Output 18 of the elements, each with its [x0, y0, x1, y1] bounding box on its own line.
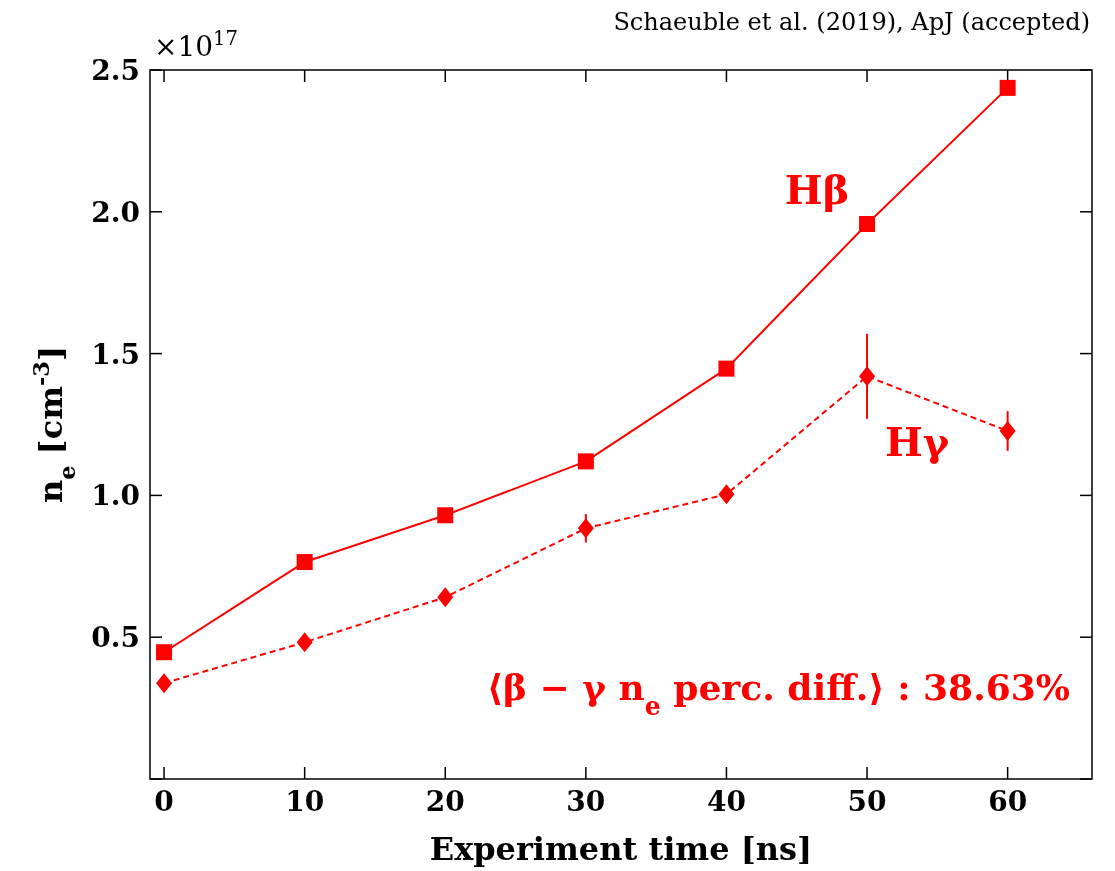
x-tick-label: 20: [425, 785, 465, 818]
x-tick-label: 50: [847, 785, 887, 818]
y-tick-label: 2.5: [91, 54, 140, 87]
y-tick-label: 0.5: [91, 621, 140, 655]
text: Schaeuble et al. (2019), ApJ (accepted): [613, 8, 1090, 36]
x-tick-label: 60: [988, 785, 1028, 818]
x-tick-label: 40: [706, 785, 746, 818]
x-tick-label: 10: [285, 785, 325, 818]
series-label: Hβ: [784, 165, 850, 213]
text: ×10$^{17}$: [154, 26, 239, 63]
y-tick-label: 2.0: [91, 195, 140, 229]
annotation: ⟨β − γ n$_{e}$ perc. diff.⟩ : 38.63%: [486, 666, 1070, 721]
series-label: Hγ: [884, 418, 950, 466]
x-axis-title: Experiment time [ns]: [429, 830, 813, 868]
y-tick-label: 1.5: [91, 337, 140, 371]
y-tick-label: 1.0: [91, 479, 140, 513]
x-tick-label: 30: [566, 785, 606, 818]
x-tick-label: 0: [154, 785, 174, 818]
